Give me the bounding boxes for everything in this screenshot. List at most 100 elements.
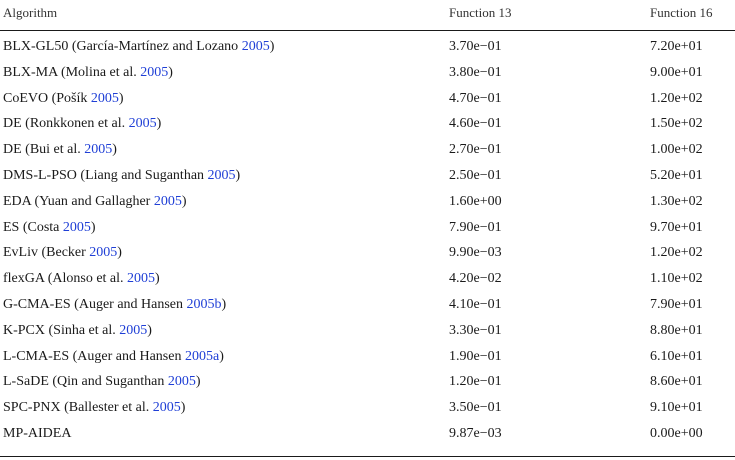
algorithm-close-paren: )	[235, 167, 241, 183]
citation-link[interactable]: 2005	[241, 39, 270, 54]
table-row: BLX-MA (Molina et al. 2005) 3.80e−01 9.00e…	[0, 60, 735, 86]
algorithm-close-paren: )	[112, 142, 117, 158]
algorithm-name: CoEVO (Pošík	[3, 90, 91, 106]
algorithm-close-paren: )	[117, 245, 122, 261]
algorithm-close-paren: )	[155, 271, 160, 287]
algorithm-close-paren: )	[269, 39, 275, 54]
citation-link[interactable]: 2005	[140, 64, 169, 80]
algorithm-name: DE (Bui et al.	[3, 142, 85, 158]
algorithm-cell: ES (Costa 2005)	[3, 215, 96, 241]
algorithm-close-paren: )	[181, 193, 187, 209]
citation-link[interactable]: 2005	[152, 400, 181, 416]
algorithm-name: EvLiv (Becker	[3, 245, 90, 261]
algorithm-name: G-CMA-ES (Auger and Hansen	[3, 296, 187, 312]
algorithm-name: DMS-L-PSO (Liang and Suganthan	[3, 167, 208, 183]
citation-link[interactable]: 2005	[119, 322, 148, 338]
table-row: L-SaDE (Qin and Suganthan 2005) 1.20e−01 8…	[0, 369, 735, 395]
citation-link[interactable]: 2005	[89, 245, 118, 261]
function-13-value: 1.20e−01	[449, 374, 502, 390]
algorithm-cell: EvLiv (Becker 2005)	[3, 240, 122, 266]
algorithm-close-paren: )	[180, 400, 186, 416]
citation-link[interactable]: 2005	[153, 193, 182, 209]
algorithm-name: L-SaDE (Qin and Suganthan	[3, 374, 168, 390]
function-16-value: 7.20e+01	[650, 39, 703, 54]
function-13-value: 4.70e−01	[449, 90, 502, 106]
citation-link[interactable]: 2005	[128, 116, 157, 132]
function-16-value: 8.60e+01	[650, 374, 703, 390]
function-13-value: 7.90e−01	[449, 219, 502, 235]
algorithm-cell: EDA (Yuan and Gallagher 2005)	[3, 189, 187, 215]
table-row: DE (Bui et al. 2005) 2.70e−01 1.00e+02	[0, 137, 735, 163]
function-13-value: 2.50e−01	[449, 167, 502, 183]
algorithm-name: ES (Costa	[3, 219, 63, 235]
algorithm-cell: L-CMA-ES (Auger and Hansen 2005a)	[3, 344, 224, 370]
table-header: Algorithm Function 13 Function 16	[0, 0, 735, 30]
function-13-value: 9.87e−03	[449, 425, 502, 441]
citation-link[interactable]: 2005a	[184, 348, 220, 364]
algorithm-name: DE (Ronkkonen et al.	[3, 116, 129, 132]
algorithm-cell: SPC-PNX (Ballester et al. 2005)	[3, 395, 185, 421]
algorithm-name: BLX-GL50 (García-Martínez and Lozano	[3, 39, 242, 54]
algorithm-cell: DE (Ronkkonen et al. 2005)	[3, 111, 161, 137]
algorithm-close-paren: )	[195, 374, 201, 390]
function-13-value: 3.80e−01	[449, 64, 502, 80]
table-row: DMS-L-PSO (Liang and Suganthan 2005) 2.50…	[0, 163, 735, 189]
function-16-value: 1.00e+02	[650, 142, 703, 158]
algorithm-close-paren: )	[118, 90, 124, 106]
table-row: DE (Ronkkonen et al. 2005) 4.60e−01 1.50e+…	[0, 111, 735, 137]
algorithm-close-paren: )	[90, 219, 96, 235]
algorithm-name: K-PCX (Sinha et al.	[3, 322, 120, 338]
algorithm-name: BLX-MA (Molina et al.	[3, 64, 141, 80]
function-16-value: 1.30e+02	[650, 193, 703, 209]
function-16-value: 9.00e+01	[650, 64, 703, 80]
table-row: L-CMA-ES (Auger and Hansen 2005a) 1.90e−0…	[0, 344, 735, 370]
algorithm-name: L-CMA-ES (Auger and Hansen	[3, 348, 185, 364]
algorithm-cell: CoEVO (Pošík 2005)	[3, 86, 124, 112]
citation-link[interactable]: 2005	[127, 271, 156, 287]
function-16-value: 1.20e+02	[650, 245, 703, 261]
function-13-value: 9.90e−03	[449, 245, 502, 261]
citation-link[interactable]: 2005	[90, 90, 119, 106]
algorithm-close-paren: )	[168, 64, 173, 80]
algorithm-cell: flexGA (Alonso et al. 2005)	[3, 266, 160, 292]
table-row: SPC-PNX (Ballester et al. 2005) 3.50e−01 9…	[0, 395, 735, 421]
algorithm-cell: MP-AIDEA	[3, 421, 71, 447]
header-rule	[0, 30, 735, 32]
table-row: K-PCX (Sinha et al. 2005) 3.30e−01 8.80e+0…	[0, 318, 735, 344]
function-16-value: 5.20e+01	[650, 167, 703, 183]
table-row: MP-AIDEA 9.87e−03 0.00e+00	[0, 421, 735, 447]
table-body: BLX-GL50 (García-Martínez and Lozano 200…	[0, 34, 735, 447]
function-13-value: 3.30e−01	[449, 322, 502, 338]
algorithm-name: MP-AIDEA	[3, 425, 72, 441]
algorithm-name: EDA (Yuan and Gallagher	[3, 193, 154, 209]
algorithm-name: flexGA (Alonso et al.	[3, 271, 128, 287]
algorithm-cell: DE (Bui et al. 2005)	[3, 137, 117, 163]
algorithm-name: SPC-PNX (Ballester et al.	[3, 400, 153, 416]
header-function-13: Function 13	[449, 5, 512, 20]
citation-link[interactable]: 2005	[84, 142, 113, 158]
table-row: BLX-GL50 (García-Martínez and Lozano 200…	[0, 34, 735, 60]
function-16-value: 6.10e+01	[650, 348, 703, 364]
algorithm-cell: DMS-L-PSO (Liang and Suganthan 2005)	[3, 163, 240, 189]
algorithm-cell: L-SaDE (Qin and Suganthan 2005)	[3, 369, 201, 395]
function-16-value: 8.80e+01	[650, 322, 703, 338]
table-row: EDA (Yuan and Gallagher 2005) 1.60e+00 1.3…	[0, 189, 735, 215]
algorithm-close-paren: )	[219, 348, 224, 364]
function-13-value: 4.60e−01	[449, 116, 502, 132]
citation-link[interactable]: 2005	[62, 219, 91, 235]
function-16-value: 9.10e+01	[650, 400, 703, 416]
algorithm-close-paren: )	[147, 322, 152, 338]
function-13-value: 2.70e−01	[449, 142, 502, 158]
table-row: ES (Costa 2005) 7.90e−01 9.70e+01	[0, 215, 735, 241]
citation-link[interactable]: 2005b	[186, 296, 222, 312]
citation-link[interactable]: 2005	[167, 374, 196, 390]
table-row: EvLiv (Becker 2005) 9.90e−03 1.20e+02	[0, 240, 735, 266]
function-16-value: 7.90e+01	[650, 296, 703, 312]
function-13-value: 4.10e−01	[449, 296, 502, 312]
function-13-value: 3.70e−01	[449, 39, 502, 54]
algorithm-close-paren: )	[221, 296, 227, 312]
function-16-value: 1.10e+02	[650, 271, 703, 287]
bottom-rule	[0, 456, 735, 458]
citation-link[interactable]: 2005	[207, 167, 236, 183]
